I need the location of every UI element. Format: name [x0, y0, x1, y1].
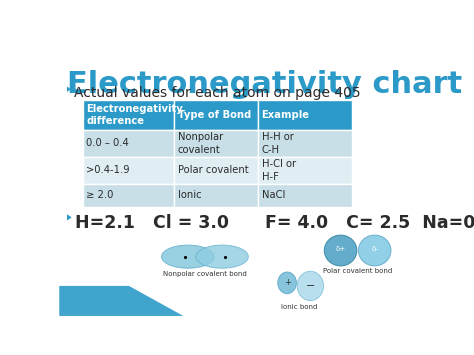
Text: H-H or
C-H: H-H or C-H	[262, 132, 293, 155]
Text: Nonpolar covalent bond: Nonpolar covalent bond	[163, 271, 247, 277]
Text: Ionic bond: Ionic bond	[281, 304, 318, 310]
Text: δ+: δ+	[336, 246, 346, 252]
Text: ≥ 2.0: ≥ 2.0	[86, 190, 114, 200]
Polygon shape	[67, 87, 71, 92]
Text: Actual values for each atom on page 405: Actual values for each atom on page 405	[74, 87, 361, 100]
Text: Ionic: Ionic	[178, 190, 201, 200]
Text: δ-: δ-	[371, 246, 378, 252]
Text: Polar covalent: Polar covalent	[178, 165, 248, 175]
Text: Polar covalent bond: Polar covalent bond	[323, 268, 392, 274]
Text: H=2.1   Cl = 3.0      F= 4.0   C= 2.5  Na=0.9: H=2.1 Cl = 3.0 F= 4.0 C= 2.5 Na=0.9	[75, 214, 474, 231]
FancyBboxPatch shape	[82, 184, 174, 207]
Ellipse shape	[162, 245, 214, 268]
Text: Example: Example	[262, 110, 310, 120]
Ellipse shape	[297, 271, 324, 301]
FancyBboxPatch shape	[82, 157, 174, 184]
FancyBboxPatch shape	[258, 130, 352, 157]
FancyBboxPatch shape	[258, 100, 352, 130]
FancyBboxPatch shape	[258, 157, 352, 184]
FancyBboxPatch shape	[174, 130, 258, 157]
FancyBboxPatch shape	[82, 100, 174, 130]
Text: NaCl: NaCl	[262, 190, 285, 200]
Text: Nonpolar
covalent: Nonpolar covalent	[178, 132, 223, 155]
FancyBboxPatch shape	[82, 130, 174, 157]
FancyBboxPatch shape	[174, 157, 258, 184]
Text: +: +	[283, 278, 291, 287]
Ellipse shape	[324, 235, 357, 266]
Text: >0.4-1.9: >0.4-1.9	[86, 165, 130, 175]
FancyBboxPatch shape	[174, 184, 258, 207]
Text: Type of Bond: Type of Bond	[178, 110, 251, 120]
Text: Electronegativity
difference: Electronegativity difference	[86, 104, 183, 126]
FancyBboxPatch shape	[258, 184, 352, 207]
Polygon shape	[59, 286, 183, 316]
Ellipse shape	[358, 235, 391, 266]
Text: 0.0 – 0.4: 0.0 – 0.4	[86, 138, 129, 148]
FancyBboxPatch shape	[174, 100, 258, 130]
Text: H-Cl or
H-F: H-Cl or H-F	[262, 159, 296, 182]
Ellipse shape	[196, 245, 248, 268]
Text: −: −	[306, 281, 315, 291]
Text: Electronegativity chart: Electronegativity chart	[67, 70, 462, 99]
Polygon shape	[67, 214, 72, 220]
Ellipse shape	[278, 272, 296, 294]
